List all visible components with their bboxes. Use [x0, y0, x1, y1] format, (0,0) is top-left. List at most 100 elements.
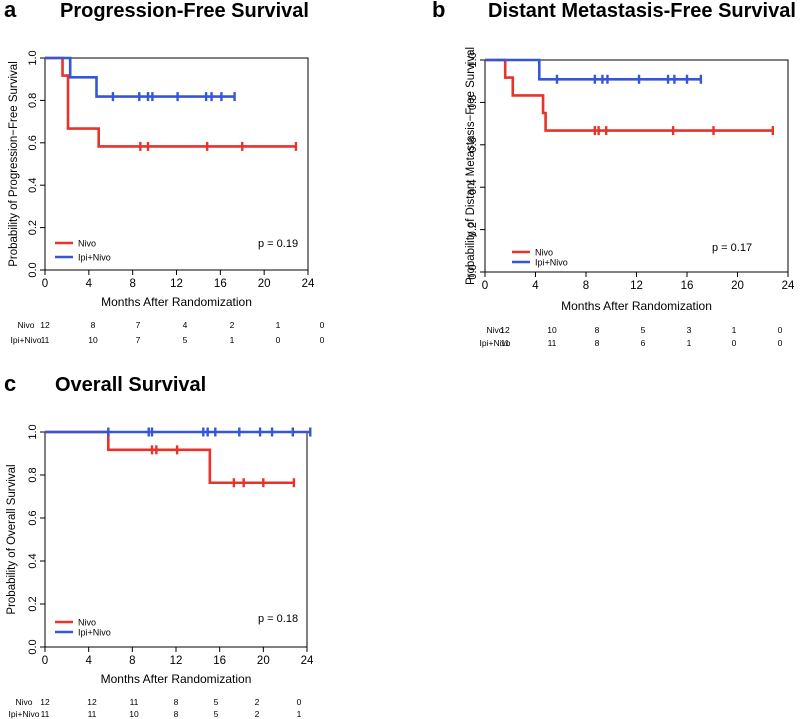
x-axis-label: Months After Randomization: [561, 299, 712, 313]
risk-count: 12: [40, 697, 50, 707]
risk-count: 10: [129, 709, 139, 719]
y-tick-label: 0.8: [27, 93, 39, 108]
series-line-ipi-nivo: [485, 58, 701, 81]
x-tick-label: 16: [213, 655, 226, 667]
y-tick-label: 0.2: [27, 220, 39, 235]
x-tick-label: 24: [301, 655, 314, 667]
x-tick-label: 4: [532, 280, 539, 292]
risk-count: 8: [595, 338, 600, 348]
risk-count: 12: [87, 697, 97, 707]
chart-title: Progression-Free Survival: [60, 0, 309, 22]
risk-row-label: Ipi+Nivo: [11, 335, 42, 345]
risk-count: 0: [320, 320, 325, 330]
y-tick-label: 0.6: [27, 135, 39, 150]
y-tick-label: 1.0: [467, 52, 479, 67]
risk-count: 0: [732, 338, 737, 348]
risk-count: 7: [136, 320, 141, 330]
risk-count: 12: [500, 325, 510, 335]
x-tick-label: 24: [782, 280, 795, 292]
legend-label: Nivo: [78, 618, 96, 628]
series-line-nivo: [485, 58, 773, 132]
chart-title: Distant Metastasis-Free Survival: [488, 0, 796, 22]
risk-count: 0: [320, 335, 325, 345]
risk-row-label: Nivo: [15, 697, 32, 707]
p-value-text: p = 0.19: [258, 238, 298, 250]
y-tick-label: 0.0: [27, 262, 39, 277]
risk-count: 8: [174, 697, 179, 707]
x-tick-label: 20: [258, 278, 271, 290]
risk-count: 2: [230, 320, 235, 330]
x-tick-label: 16: [681, 280, 694, 292]
x-axis-label: Months After Randomization: [101, 672, 252, 686]
x-tick-label: 12: [170, 278, 183, 290]
risk-count: 11: [501, 338, 510, 348]
risk-row-label: Nivo: [17, 320, 34, 330]
legend-label: Ipi+Nivo: [78, 628, 111, 638]
x-tick-label: 4: [85, 655, 92, 667]
y-tick-label: 0.8: [467, 95, 479, 110]
y-tick-label: 0.8: [27, 467, 39, 482]
x-tick-label: 20: [257, 655, 270, 667]
risk-count: 3: [687, 325, 692, 335]
y-tick-label: 0.6: [467, 137, 479, 152]
risk-row-label: Ipi+Nivo: [9, 709, 40, 719]
x-tick-label: 24: [302, 278, 315, 290]
risk-count: 1: [732, 325, 737, 335]
risk-count: 0: [297, 697, 302, 707]
series-line-ipi-nivo: [45, 56, 235, 98]
risk-count: 11: [41, 335, 50, 345]
risk-count: 0: [778, 325, 783, 335]
x-axis-label: Months After Randomization: [101, 295, 252, 309]
risk-count: 4: [183, 320, 188, 330]
risk-count: 5: [183, 335, 188, 345]
x-tick-label: 8: [583, 280, 589, 292]
panel-letter: c: [4, 371, 16, 396]
panel-b: b Distant Metastasis-Free Survival 0.0 0.2 0…: [432, 0, 796, 348]
y-tick-label: 0.4: [27, 553, 39, 568]
y-tick-label: 0.2: [467, 222, 479, 237]
p-value-text: p = 0.18: [258, 613, 298, 625]
risk-count: 1: [687, 338, 692, 348]
risk-count: 1: [230, 335, 235, 345]
risk-count: 8: [595, 325, 600, 335]
risk-count: 10: [88, 335, 98, 345]
risk-count: 8: [91, 320, 96, 330]
chart-title: Overall Survival: [55, 374, 206, 396]
risk-count: 8: [174, 709, 179, 719]
risk-row-label: Nivo: [486, 325, 503, 335]
series-line-nivo: [45, 430, 294, 485]
x-tick-label: 8: [129, 655, 135, 667]
p-value-text: p = 0.17: [712, 242, 752, 254]
panel-letter: a: [4, 0, 17, 22]
risk-row-label: Ipi+Nivo: [480, 338, 511, 348]
y-axis-label: Probability of Progression−Free Survival: [8, 61, 20, 267]
x-tick-label: 12: [630, 280, 643, 292]
risk-count: 5: [214, 697, 219, 707]
plot-frame: [484, 59, 789, 273]
x-tick-label: 0: [42, 278, 48, 290]
x-tick-label: 20: [731, 280, 744, 292]
risk-count: 0: [276, 335, 281, 345]
y-tick-label: 0.4: [27, 178, 39, 193]
y-axis-label: Probability of Overall Survival: [6, 464, 18, 614]
risk-count: 6: [641, 338, 646, 348]
risk-count: 12: [40, 320, 50, 330]
x-tick-label: 12: [170, 655, 183, 667]
x-tick-label: 8: [129, 278, 135, 290]
legend-label: Ipi+Nivo: [78, 253, 111, 263]
y-tick-label: 0.0: [467, 264, 479, 279]
series-line-nivo: [45, 56, 296, 148]
legend-label: Ipi+Nivo: [535, 258, 568, 268]
panel-a: a Progression-Free Survival 0.0 0.2 0.4 0.6 0.…: [4, 0, 325, 345]
risk-count: 1: [297, 709, 302, 719]
risk-count: 11: [548, 338, 557, 348]
risk-count: 11: [88, 709, 97, 719]
y-tick-label: 0.6: [27, 510, 39, 525]
risk-count: 0: [778, 338, 783, 348]
x-tick-label: 4: [86, 278, 93, 290]
panel-letter: b: [432, 0, 445, 22]
y-tick-label: 0.4: [467, 180, 479, 195]
risk-count: 5: [641, 325, 646, 335]
